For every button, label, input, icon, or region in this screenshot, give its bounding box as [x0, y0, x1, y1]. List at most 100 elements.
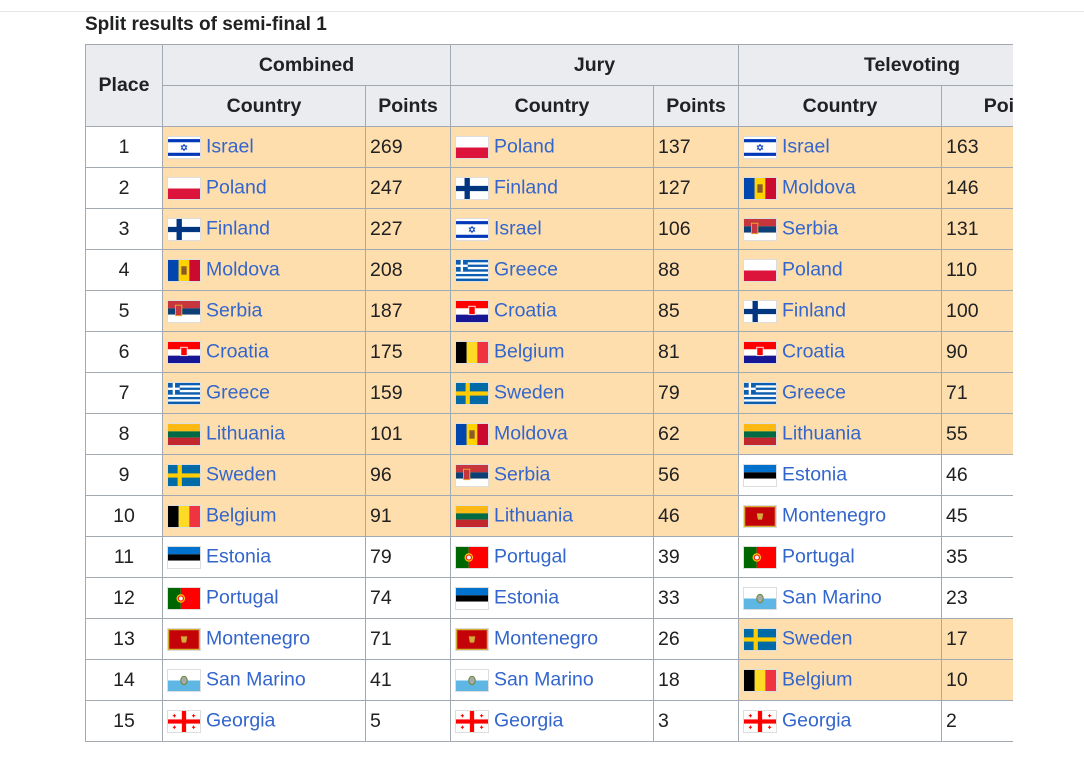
place-cell: 10 — [85, 495, 163, 537]
country-link[interactable]: Poland — [206, 176, 267, 199]
country-link[interactable]: Sweden — [206, 463, 277, 486]
country-link[interactable]: San Marino — [206, 668, 306, 691]
country-link[interactable]: Belgium — [494, 340, 565, 363]
table-row: 6 Croatia 175 Belgium 81 Croatia 90 — [85, 331, 1013, 373]
country-link[interactable]: Moldova — [206, 258, 280, 281]
group-header: Televoting — [738, 44, 1013, 86]
country-cell: Croatia — [450, 290, 654, 332]
table-caption: Split results of semi-final 1 — [85, 14, 327, 35]
country-cell: Croatia — [162, 331, 366, 373]
country-link[interactable]: Greece — [206, 381, 270, 404]
flag-icon — [167, 217, 201, 241]
country-cell: Serbia — [450, 454, 654, 496]
flag-icon — [167, 504, 201, 528]
country-cell: Belgium — [738, 659, 943, 701]
country-link[interactable]: Sweden — [782, 627, 853, 650]
country-link[interactable]: Sweden — [494, 381, 565, 404]
country-link[interactable]: Moldova — [782, 176, 856, 199]
country-link[interactable]: Israel — [494, 217, 542, 240]
country-link[interactable]: Estonia — [782, 463, 848, 486]
country-link[interactable]: Georgia — [782, 709, 852, 732]
country-link[interactable]: Georgia — [206, 709, 276, 732]
country-link[interactable]: Belgium — [206, 504, 277, 527]
flag-icon — [743, 217, 778, 241]
flag-icon — [455, 668, 489, 692]
country-link[interactable]: Croatia — [206, 340, 269, 363]
country-link[interactable]: Israel — [206, 135, 254, 158]
country-cell: Estonia — [450, 577, 654, 619]
country-link[interactable]: Montenegro — [206, 627, 311, 650]
flag-icon — [455, 627, 489, 651]
country-link[interactable]: Finland — [206, 217, 270, 240]
country-link[interactable]: Israel — [782, 135, 830, 158]
points-cell: 74 — [365, 577, 451, 619]
country-link[interactable]: Georgia — [494, 709, 564, 732]
points-cell: 46 — [941, 454, 1013, 496]
points-cell: 46 — [652, 495, 740, 537]
flag-icon — [167, 709, 201, 733]
country-link[interactable]: Portugal — [206, 586, 279, 609]
points-cell: 110 — [941, 249, 1013, 291]
table-row: 13 Montenegro 71 Montenegro 26 Sweden 17 — [85, 618, 1013, 660]
points-cell: 146 — [941, 167, 1013, 209]
points-cell: 33 — [652, 577, 740, 619]
country-link[interactable]: Montenegro — [494, 627, 599, 650]
country-link[interactable]: Croatia — [782, 340, 845, 363]
points-cell: 100 — [941, 290, 1013, 332]
points-cell: 23 — [941, 577, 1013, 619]
country-link[interactable]: Lithuania — [782, 422, 862, 445]
points-cell: 62 — [652, 413, 740, 455]
country-cell: Georgia — [738, 700, 943, 742]
country-cell: Sweden — [738, 618, 943, 660]
country-link[interactable]: Greece — [782, 381, 846, 404]
country-link[interactable]: Portugal — [782, 545, 855, 568]
country-link[interactable]: Greece — [494, 258, 558, 281]
country-cell: Croatia — [738, 331, 943, 373]
country-link[interactable]: Finland — [494, 176, 558, 199]
points-cell: 3 — [652, 700, 740, 742]
table-row: 12 Portugal 74 Estonia 33 San Marino 23 — [85, 577, 1013, 619]
flag-icon — [167, 381, 201, 405]
points-cell: 127 — [652, 167, 740, 209]
country-cell: Lithuania — [450, 495, 654, 537]
column-header: Country — [738, 85, 943, 127]
country-link[interactable]: Lithuania — [206, 422, 286, 445]
country-link[interactable]: Estonia — [206, 545, 272, 568]
header-row: CountryPointsCountryPointsCountryPoints — [86, 85, 1013, 127]
country-link[interactable]: Moldova — [494, 422, 568, 445]
flag-icon — [455, 217, 489, 241]
country-link[interactable]: San Marino — [782, 586, 882, 609]
column-header: Place — [85, 44, 163, 127]
country-link[interactable]: Serbia — [494, 463, 551, 486]
country-cell: Sweden — [450, 372, 654, 414]
country-link[interactable]: Serbia — [206, 299, 263, 322]
country-link[interactable]: Poland — [494, 135, 555, 158]
country-link[interactable]: Lithuania — [494, 504, 574, 527]
flag-icon — [455, 258, 489, 282]
country-link[interactable]: Estonia — [494, 586, 560, 609]
country-link[interactable]: Finland — [782, 299, 846, 322]
country-link[interactable]: San Marino — [494, 668, 594, 691]
points-cell: 163 — [941, 126, 1013, 168]
flag-icon — [743, 709, 778, 733]
country-link[interactable]: Portugal — [494, 545, 567, 568]
flag-icon — [743, 586, 778, 610]
column-header: Country — [450, 85, 654, 127]
flag-icon — [455, 381, 489, 405]
country-link[interactable]: Montenegro — [782, 504, 887, 527]
table-row: 9 Sweden 96 Serbia 56 Estonia 46 — [85, 454, 1013, 496]
flag-icon — [743, 176, 778, 200]
flag-icon — [455, 422, 489, 446]
table-wrapper: Place Combined Jury Televoting Country Points… — [85, 44, 1013, 744]
country-link[interactable]: Croatia — [494, 299, 557, 322]
country-cell: Lithuania — [738, 413, 943, 455]
country-link[interactable]: Serbia — [782, 217, 839, 240]
flag-icon — [743, 258, 778, 282]
points-cell: 85 — [652, 290, 740, 332]
points-cell: 5 — [365, 700, 451, 742]
country-link[interactable]: Belgium — [782, 668, 853, 691]
points-cell: 247 — [365, 167, 451, 209]
country-cell: Montenegro — [738, 495, 943, 537]
country-cell: Lithuania — [162, 413, 366, 455]
country-link[interactable]: Poland — [782, 258, 843, 281]
